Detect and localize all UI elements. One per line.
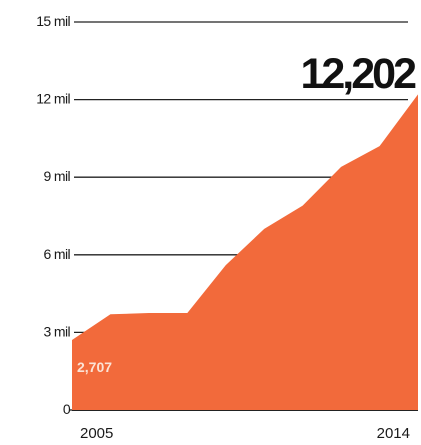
area-series [72, 94, 418, 410]
y-tick-label: 0 [63, 401, 71, 417]
start-value-label: 2,707 [77, 359, 112, 375]
x-tick-label: 2014 [377, 425, 410, 442]
y-axis-tick-labels: 0 3 mil 6 mil 9 mil 12 mil 15 mil [36, 13, 71, 417]
end-value-label: 12,202 [300, 50, 416, 98]
y-tick-label: 12 mil [36, 91, 70, 107]
y-tick-label: 9 mil [43, 168, 70, 184]
x-tick-label: 2005 [80, 425, 113, 442]
y-tick-label: 3 mil [43, 323, 70, 339]
y-tick-label: 6 mil [43, 246, 70, 262]
y-tick-label: 15 mil [36, 13, 70, 29]
x-axis-tick-labels: 2005 2014 [80, 425, 410, 442]
